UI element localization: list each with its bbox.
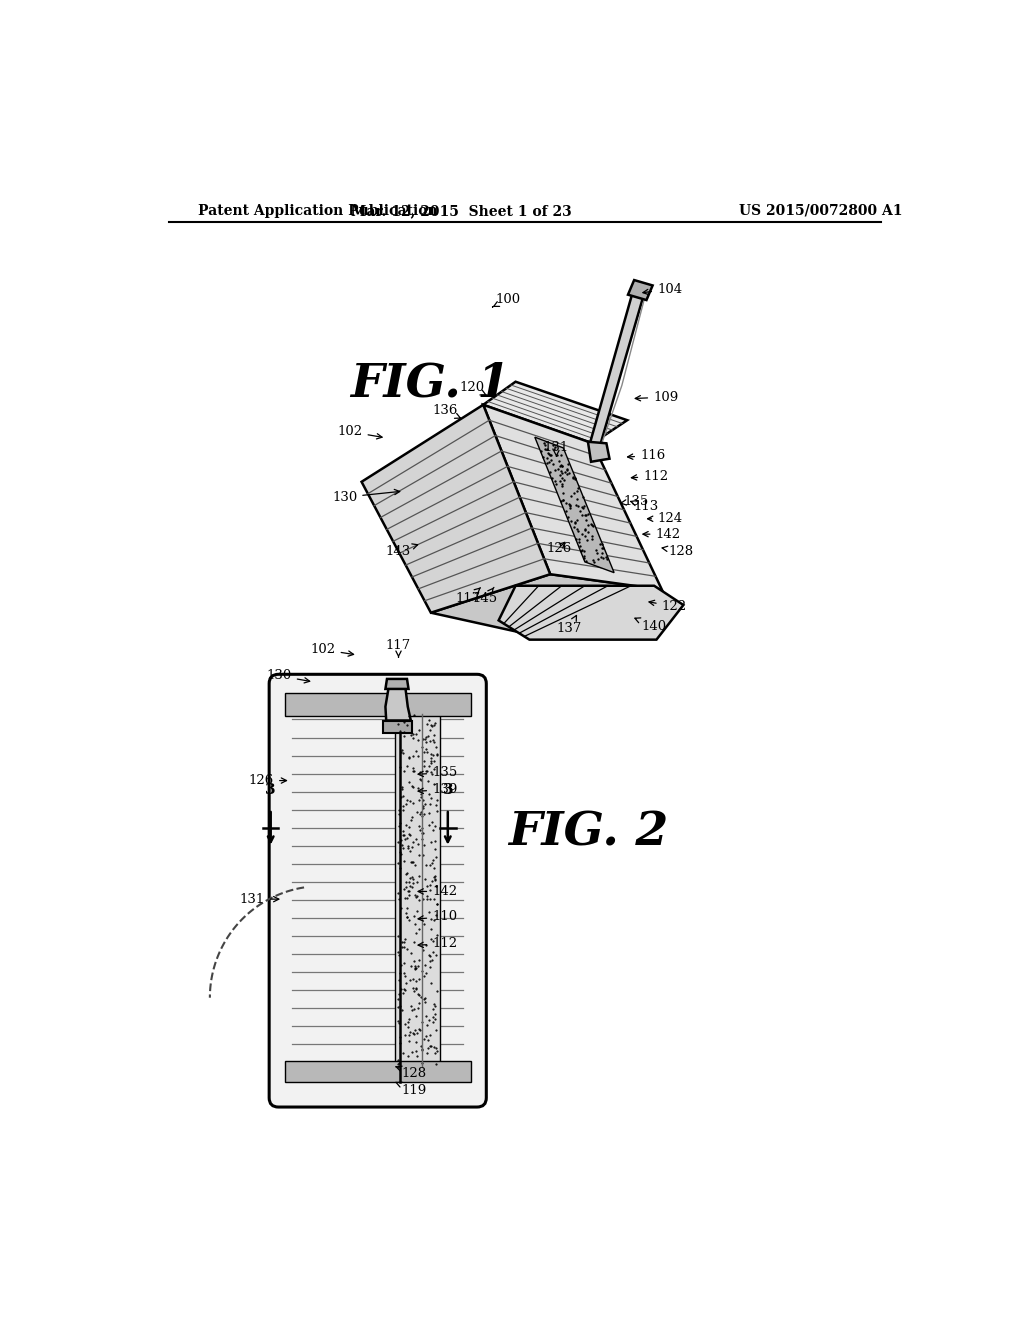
Text: 104: 104 <box>643 282 682 296</box>
Text: 113: 113 <box>631 500 659 513</box>
Text: 131: 131 <box>240 892 279 906</box>
Text: 130: 130 <box>266 669 309 682</box>
Polygon shape <box>590 286 645 445</box>
Text: 135: 135 <box>418 767 458 779</box>
Text: 145: 145 <box>472 587 498 606</box>
Polygon shape <box>385 688 411 721</box>
Text: 126: 126 <box>546 541 571 554</box>
Text: 128: 128 <box>663 545 693 557</box>
Text: 136: 136 <box>432 404 461 418</box>
Text: 139: 139 <box>418 783 458 796</box>
Polygon shape <box>383 721 413 733</box>
Text: US 2015/0072800 A1: US 2015/0072800 A1 <box>739 203 902 218</box>
Text: 102: 102 <box>338 425 382 440</box>
Polygon shape <box>431 574 662 638</box>
Text: 130: 130 <box>332 490 399 504</box>
Text: 128: 128 <box>396 1067 426 1080</box>
Text: 126: 126 <box>249 774 287 787</box>
Text: FIG. 2: FIG. 2 <box>508 809 668 855</box>
Text: 120: 120 <box>459 381 487 396</box>
FancyBboxPatch shape <box>285 1061 471 1082</box>
Text: 112: 112 <box>632 470 669 483</box>
Text: 142: 142 <box>643 528 681 541</box>
FancyBboxPatch shape <box>285 693 471 715</box>
Text: 143: 143 <box>386 544 418 557</box>
FancyBboxPatch shape <box>395 710 440 1071</box>
Text: 142: 142 <box>418 884 458 898</box>
Polygon shape <box>588 442 609 462</box>
FancyBboxPatch shape <box>269 675 486 1107</box>
Text: Patent Application Publication: Patent Application Publication <box>199 203 438 218</box>
Polygon shape <box>361 405 550 612</box>
Polygon shape <box>628 280 652 300</box>
Text: 112: 112 <box>418 937 458 950</box>
Text: 140: 140 <box>635 618 667 634</box>
Text: 117: 117 <box>386 639 412 657</box>
Text: 3: 3 <box>442 783 453 797</box>
Polygon shape <box>535 437 614 573</box>
Text: 131: 131 <box>544 441 569 457</box>
Polygon shape <box>385 678 409 689</box>
Text: 102: 102 <box>310 643 353 656</box>
Text: 117: 117 <box>456 587 480 606</box>
Polygon shape <box>499 586 683 640</box>
Polygon shape <box>483 381 628 444</box>
Text: 137: 137 <box>557 615 583 635</box>
Text: 122: 122 <box>649 601 687 612</box>
Text: 135: 135 <box>621 495 649 508</box>
Text: 110: 110 <box>418 911 458 924</box>
Text: 100: 100 <box>493 293 520 308</box>
Text: 116: 116 <box>628 449 666 462</box>
Text: FIG. 1: FIG. 1 <box>350 360 510 407</box>
Text: 3: 3 <box>265 783 276 797</box>
Text: Mar. 12, 2015  Sheet 1 of 23: Mar. 12, 2015 Sheet 1 of 23 <box>351 203 572 218</box>
Text: 124: 124 <box>647 512 682 525</box>
Text: 109: 109 <box>635 391 678 404</box>
Polygon shape <box>483 405 662 590</box>
Text: 119: 119 <box>395 1082 427 1097</box>
